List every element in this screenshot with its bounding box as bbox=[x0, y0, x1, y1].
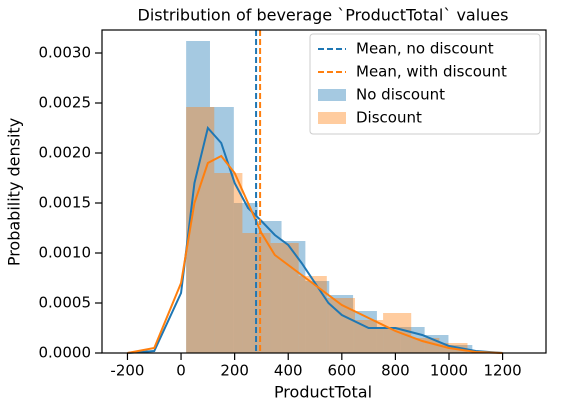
x-tick-label: 800 bbox=[381, 362, 410, 380]
plot-frame bbox=[101, 29, 547, 354]
histogram-bar bbox=[411, 338, 440, 353]
y-axis-label: Probability density bbox=[5, 118, 24, 266]
histogram-bar bbox=[383, 313, 412, 353]
legend-label: No discount bbox=[356, 86, 445, 104]
histogram-bar bbox=[214, 173, 243, 353]
y-tick-label: 0.0010 bbox=[39, 244, 92, 262]
histogram-bar bbox=[376, 327, 401, 353]
y-tick-label: 0.0000 bbox=[39, 344, 92, 362]
histogram-bar bbox=[186, 41, 210, 353]
x-tick-label: 600 bbox=[327, 362, 356, 380]
y-tick-label: 0.0020 bbox=[39, 144, 92, 162]
histogram-bar bbox=[353, 311, 377, 353]
x-axis-label: ProductTotal bbox=[274, 383, 372, 402]
histogram-bar bbox=[298, 276, 327, 353]
histogram-bar bbox=[281, 241, 306, 353]
legend-patch bbox=[318, 112, 346, 124]
x-tick-label: 1200 bbox=[483, 362, 521, 380]
histogram-bar bbox=[233, 203, 258, 353]
x-tick-label: 1000 bbox=[430, 362, 468, 380]
legend-label: Mean, no discount bbox=[356, 40, 494, 58]
histogram-bar bbox=[326, 298, 355, 353]
y-tick-label: 0.0025 bbox=[39, 94, 92, 112]
histogram-bar bbox=[354, 320, 384, 353]
histogram-bar bbox=[209, 107, 234, 353]
kde-line bbox=[127, 154, 503, 354]
legend-label: Mean, with discount bbox=[356, 63, 507, 81]
chart-title: Distribution of beverage `ProductTotal` … bbox=[138, 6, 509, 25]
kde-line bbox=[127, 125, 503, 354]
y-tick-label: 0.0015 bbox=[39, 194, 92, 212]
x-tick-label: 400 bbox=[274, 362, 303, 380]
y-tick-label: 0.0005 bbox=[39, 294, 92, 312]
x-tick-label: 0 bbox=[176, 362, 186, 380]
legend-patch bbox=[318, 89, 346, 101]
x-tick-label: 200 bbox=[220, 362, 249, 380]
histogram-bar bbox=[270, 243, 299, 353]
histogram-bar bbox=[305, 281, 330, 353]
legend-label: Discount bbox=[356, 109, 422, 127]
x-tick-label: -200 bbox=[110, 362, 144, 380]
histogram-bar bbox=[257, 221, 282, 353]
legend-box bbox=[309, 33, 541, 135]
y-tick-label: 0.0030 bbox=[39, 44, 92, 62]
